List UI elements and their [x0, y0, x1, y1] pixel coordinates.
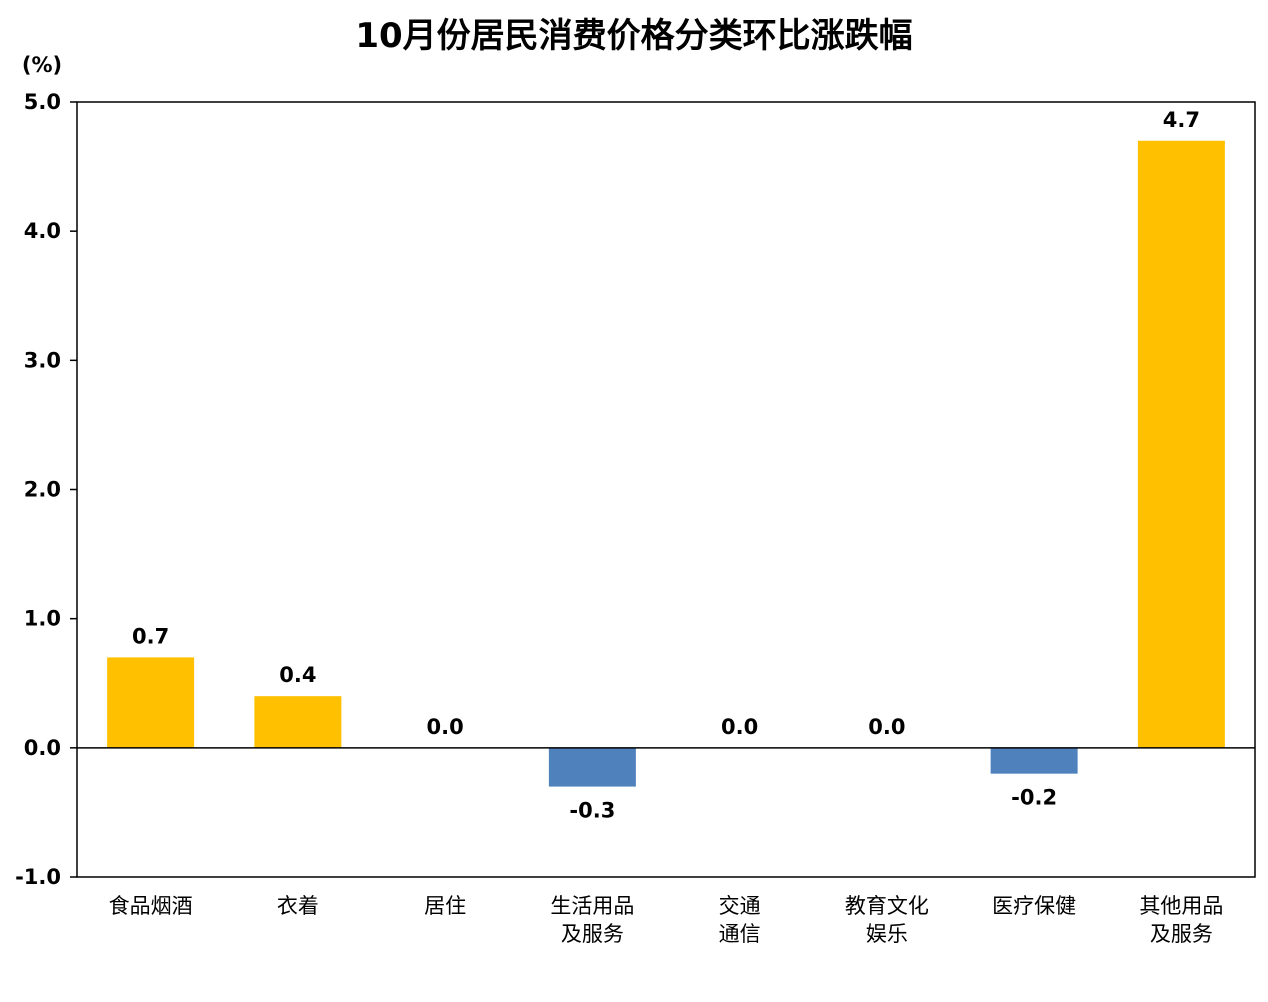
data-label: 0.0 [868, 715, 905, 739]
plot-area [76, 101, 1256, 878]
data-label: 0.7 [132, 624, 169, 648]
data-label: 0.0 [721, 715, 758, 739]
bar [107, 657, 195, 748]
data-label: 0.0 [427, 715, 464, 739]
y-tick-label: -1.0 [15, 865, 61, 889]
y-tick-label: 1.0 [24, 607, 61, 631]
x-tick-label: 居住 [424, 894, 466, 918]
x-tick-label: 食品烟酒 [109, 894, 193, 918]
x-tick-label: 通信 [719, 922, 761, 946]
y-tick-label: 3.0 [24, 348, 61, 372]
x-tick-label: 娱乐 [866, 922, 908, 946]
x-tick-label: 教育文化 [845, 894, 929, 918]
x-tick-label: 及服务 [561, 922, 624, 946]
bar [254, 696, 342, 748]
y-tick-label: 0.0 [24, 736, 61, 760]
data-label: 4.7 [1163, 108, 1200, 132]
y-tick-label: 2.0 [24, 478, 61, 502]
data-label: -0.2 [1011, 786, 1057, 810]
bar [1137, 140, 1225, 748]
x-tick-label: 医疗保健 [992, 894, 1076, 918]
bar [990, 747, 1078, 774]
bar [548, 747, 636, 787]
data-label: 0.4 [279, 663, 316, 687]
x-tick-label: 生活用品 [550, 894, 634, 918]
x-tick-label: 其他用品 [1139, 894, 1223, 918]
x-tick-label: 衣着 [277, 894, 319, 918]
y-axis-unit-label: (%) [22, 53, 62, 77]
chart-title: 10月份居民消费价格分类环比涨跌幅 [355, 16, 912, 56]
data-label: -0.3 [569, 799, 615, 823]
x-tick-label: 交通 [719, 894, 761, 918]
y-tick-label: 5.0 [24, 90, 61, 114]
x-tick-label: 及服务 [1150, 922, 1213, 946]
y-tick-label: 4.0 [24, 219, 61, 243]
